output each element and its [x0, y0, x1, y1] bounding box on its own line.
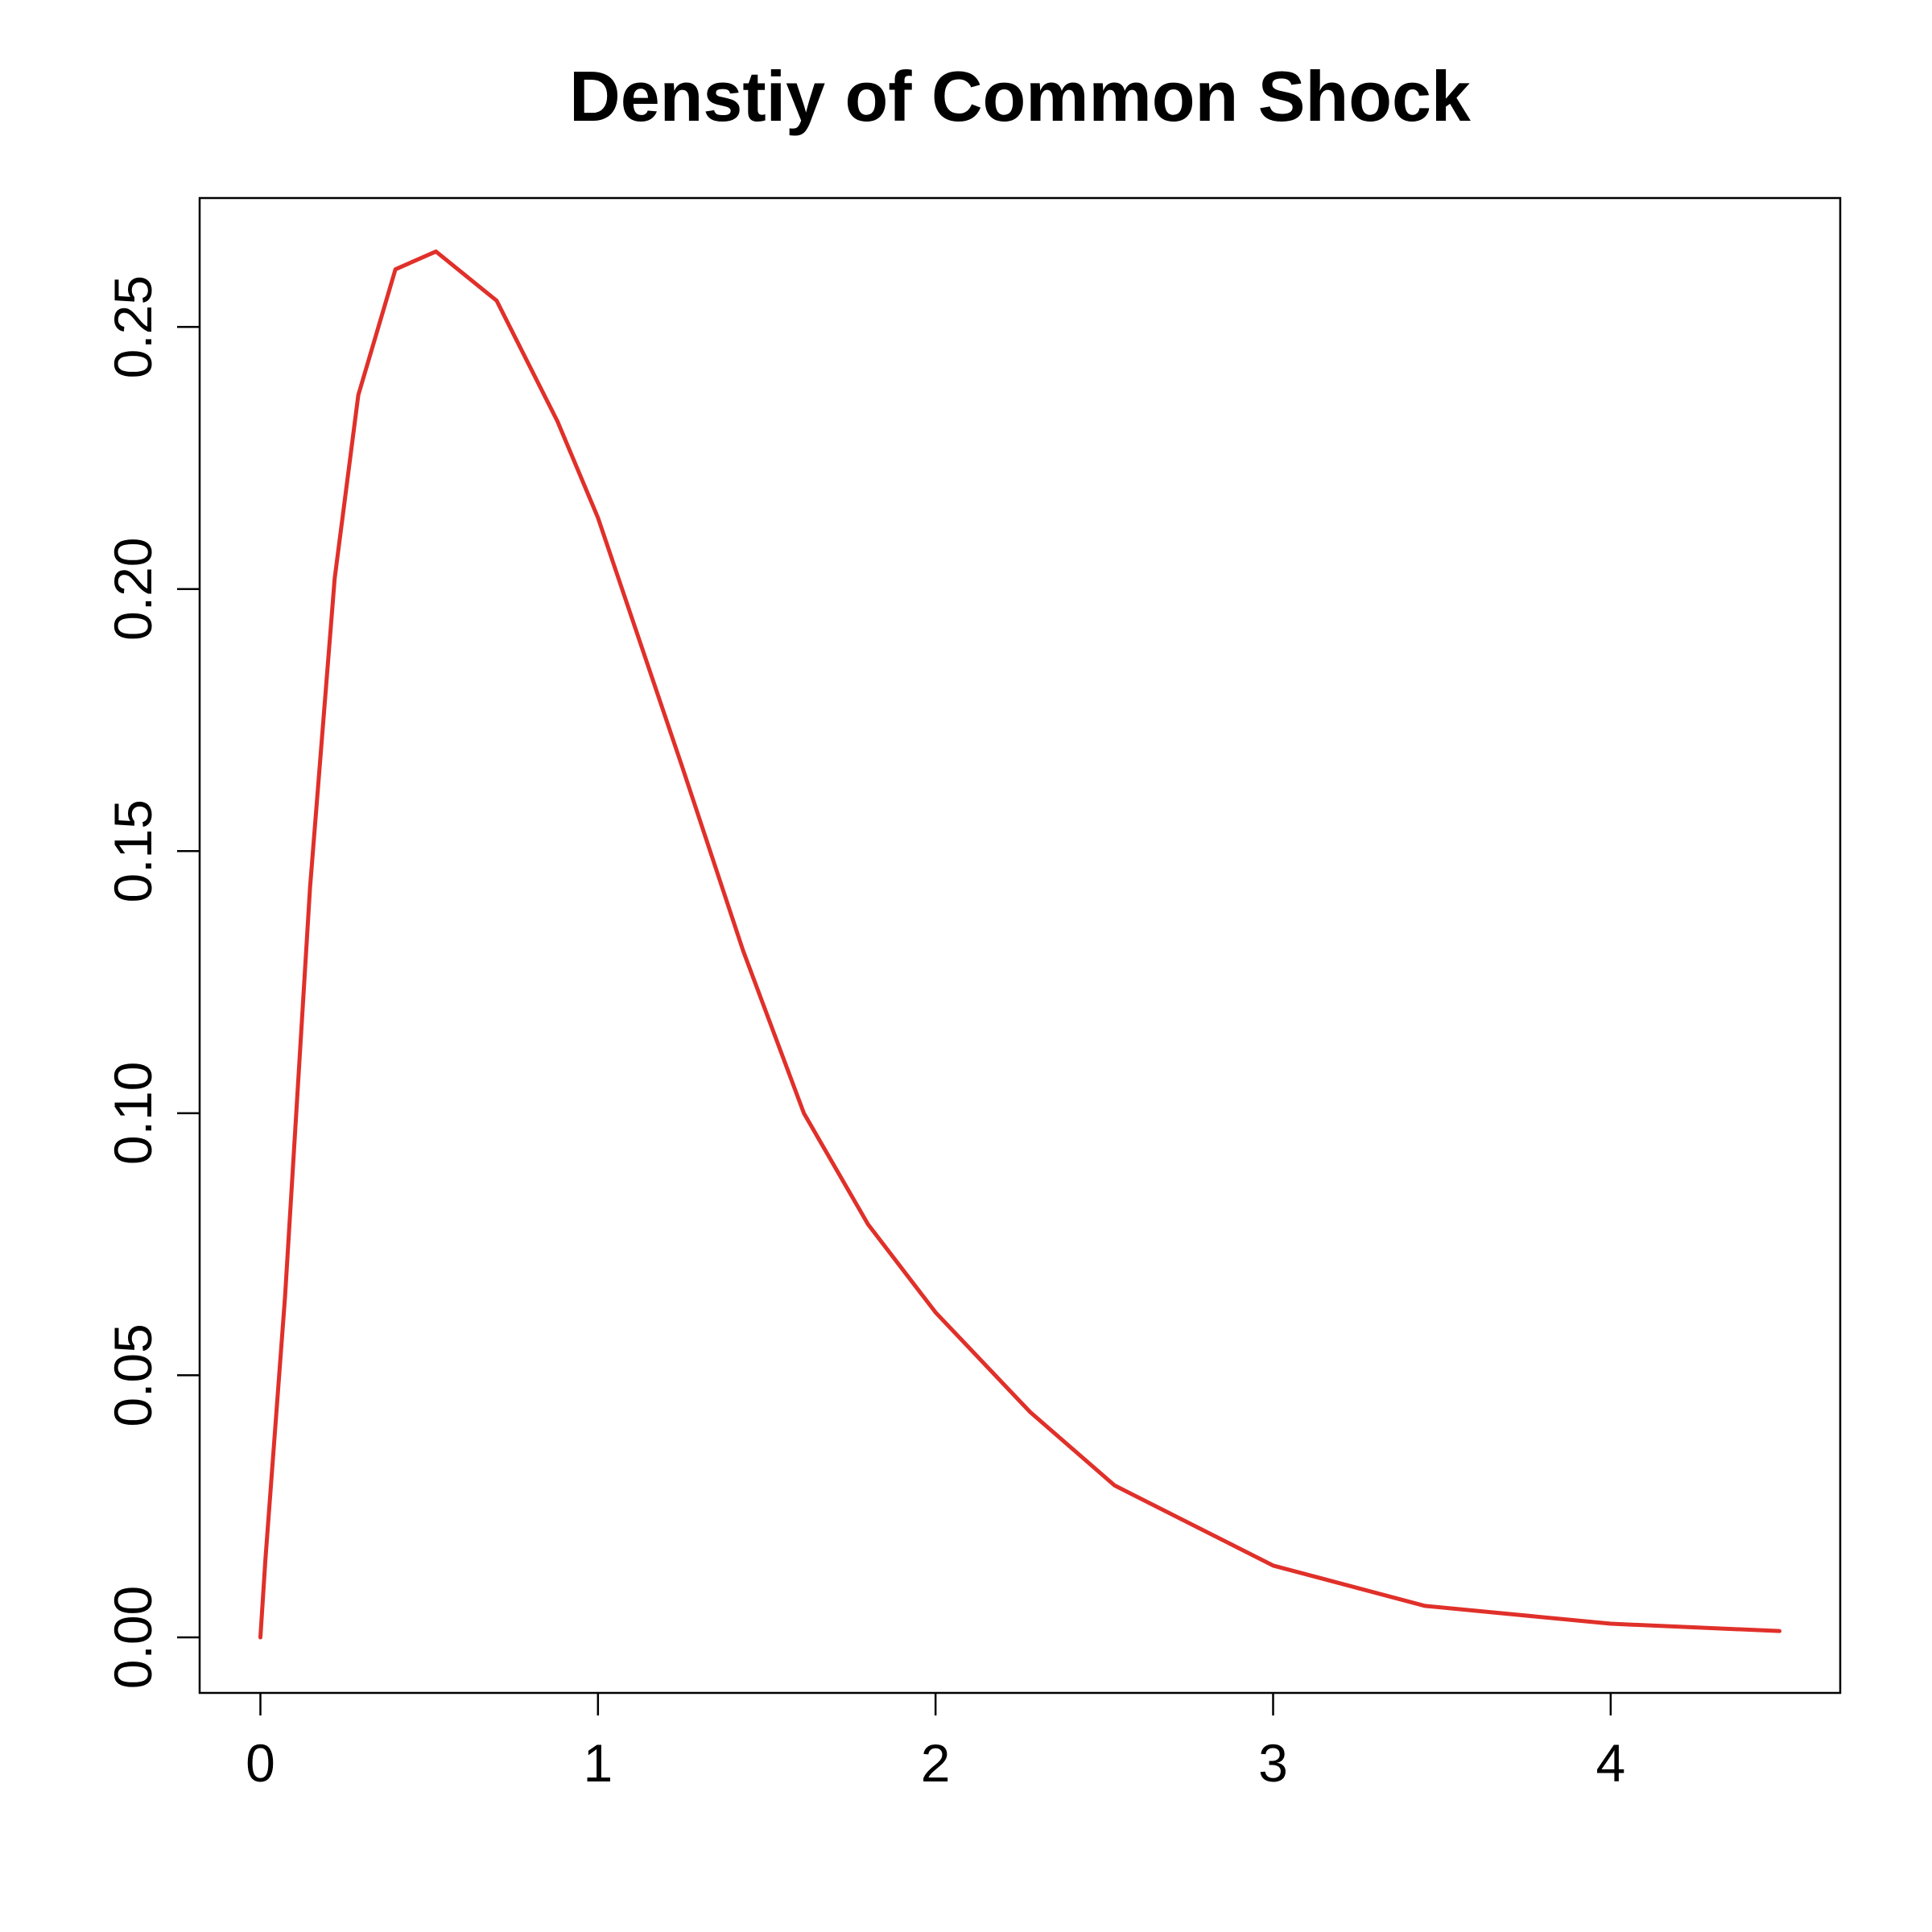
y-tick-label: 0.15 [103, 799, 163, 902]
x-tick-label: 1 [583, 1733, 613, 1793]
y-tick-label: 0.05 [103, 1323, 163, 1426]
data-line [258, 249, 1782, 1640]
y-tick-label: 0.25 [103, 275, 163, 378]
x-tick-label: 3 [1258, 1733, 1288, 1793]
chart-title: Denstiy of Common Shock [569, 56, 1472, 136]
plot-frame [198, 196, 1842, 1695]
y-tick-label: 0.00 [103, 1586, 163, 1689]
x-tick-label: 2 [921, 1733, 951, 1793]
x-tick-label: 4 [1596, 1733, 1625, 1793]
x-tick-label: 0 [246, 1733, 275, 1793]
y-tick-label: 0.10 [103, 1062, 163, 1165]
y-tick-label: 0.20 [103, 538, 163, 641]
